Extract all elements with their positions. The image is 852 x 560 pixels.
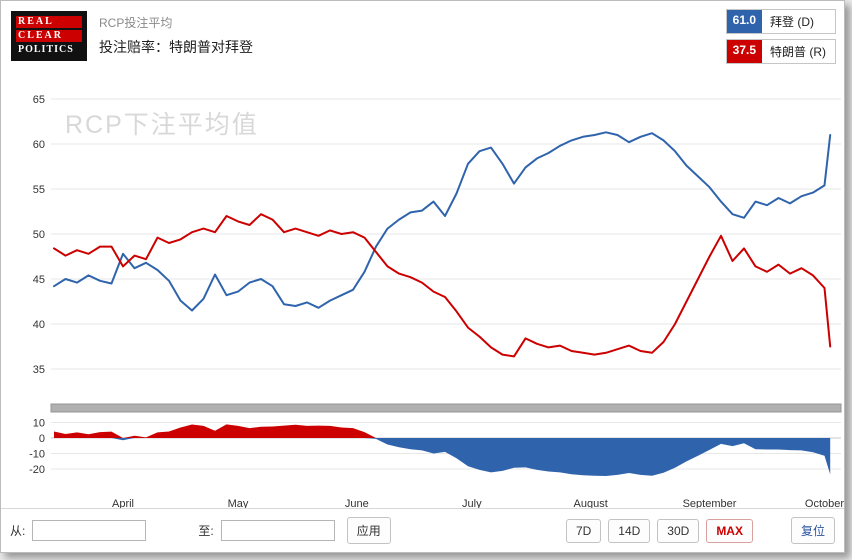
x-axis-label: June bbox=[345, 498, 369, 510]
to-label: 至: bbox=[198, 524, 214, 538]
spread-y-axis-label: 10 bbox=[33, 418, 45, 430]
spread-area-negative bbox=[54, 438, 831, 476]
main-y-axis-label: 50 bbox=[33, 229, 45, 241]
spread-y-axis-label: -10 bbox=[29, 449, 45, 461]
main-y-axis-label: 55 bbox=[33, 184, 45, 196]
range-max-button[interactable]: MAX bbox=[706, 518, 753, 543]
x-axis-label: September bbox=[683, 498, 737, 510]
legend-item-trump: 37.5 特朗普 (R) bbox=[725, 39, 836, 64]
to-date-input[interactable] bbox=[220, 520, 335, 541]
main-y-axis-label: 40 bbox=[33, 319, 45, 331]
logo-line-clear: CLEAR bbox=[16, 30, 82, 42]
spread-y-axis-label: 0 bbox=[39, 433, 45, 445]
biden-line bbox=[53, 131, 832, 312]
main-y-axis-label: 60 bbox=[33, 139, 45, 151]
range-30d-button[interactable]: 30D bbox=[657, 518, 700, 543]
chart-kicker: RCP投注平均 bbox=[99, 16, 173, 30]
x-axis-label: April bbox=[112, 498, 134, 510]
main-y-axis-label: 45 bbox=[33, 274, 45, 286]
biden-value-badge: 61.0 bbox=[726, 10, 762, 33]
trump-value-badge: 37.5 bbox=[726, 40, 762, 63]
trump-line bbox=[53, 213, 832, 358]
from-date-input[interactable] bbox=[32, 520, 147, 541]
x-axis-label: August bbox=[574, 498, 608, 510]
main-y-axis-label: 35 bbox=[33, 364, 45, 376]
main-y-axis-label: 65 bbox=[33, 94, 45, 106]
panel-separator-band bbox=[50, 403, 842, 413]
range-14d-button[interactable]: 14D bbox=[608, 518, 651, 543]
header: REAL CLEAR POLITICS RCP投注平均 投注赔率：特朗普对拜登 … bbox=[1, 1, 844, 86]
apply-button[interactable]: 应用 bbox=[346, 517, 391, 544]
spread-y-axis-label: -20 bbox=[29, 464, 45, 476]
logo-line-real: REAL bbox=[16, 16, 82, 28]
logo-line-politics: POLITICS bbox=[18, 44, 74, 55]
chart-watermark: RCP下注平均值 bbox=[65, 111, 259, 139]
chart-title: 投注赔率：特朗普对拜登 bbox=[99, 39, 253, 55]
x-axis-label: May bbox=[228, 498, 249, 510]
range-7d-button[interactable]: 7D bbox=[565, 518, 602, 543]
legend-item-biden: 61.0 拜登 (D) bbox=[725, 9, 836, 34]
footer-toolbar: 从: 至: 应用 7D 14D 30D MAX 复位 bbox=[1, 508, 844, 552]
chart-area[interactable]: RCP下注平均值 65 60 55 50 45 40 35 10 0 -10 -20 April May J… bbox=[1, 86, 846, 510]
legend: 61.0 拜登 (D) 37.5 特朗普 (R) bbox=[725, 9, 836, 64]
rcp-betting-widget: REAL CLEAR POLITICS RCP投注平均 投注赔率：特朗普对拜登 … bbox=[0, 0, 845, 553]
rcp-logo: REAL CLEAR POLITICS bbox=[11, 11, 87, 61]
x-axis-label: July bbox=[462, 498, 482, 510]
from-label: 从: bbox=[10, 524, 26, 538]
reset-button[interactable]: 复位 bbox=[790, 517, 835, 544]
biden-label: 拜登 (D) bbox=[770, 15, 814, 29]
trump-label: 特朗普 (R) bbox=[770, 45, 826, 59]
spread-area-positive bbox=[54, 424, 831, 438]
x-axis-label: October bbox=[805, 498, 844, 510]
